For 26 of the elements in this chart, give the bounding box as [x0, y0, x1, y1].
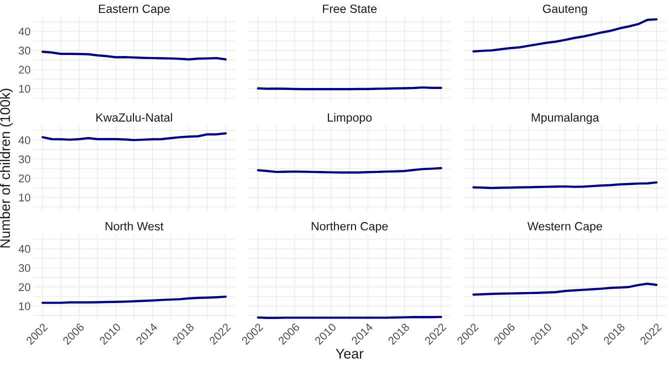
- chart-title: Mpumalanga: [532, 113, 600, 124]
- y-tick-label: 10: [19, 84, 30, 93]
- chart-title: KwaZulu-Natal: [96, 113, 172, 122]
- chart-title: Free State: [322, 4, 377, 13]
- y-tick-label: 30: [18, 264, 30, 272]
- line-series: [41, 132, 227, 142]
- chart-title: Limpopo: [328, 113, 372, 124]
- chart-title: Gauteng: [542, 4, 587, 16]
- y-tick-label: 20: [18, 174, 30, 182]
- y-tick-label: 40: [18, 245, 30, 253]
- y-tick-label: 20: [18, 66, 30, 74]
- y-tick-label: 30: [18, 46, 30, 55]
- y-axis-title: Number of children (100k): [0, 88, 13, 248]
- chart-title: North West: [106, 222, 164, 230]
- x-axis-title: Year: [336, 348, 364, 359]
- line-series: [41, 296, 227, 304]
- y-tick-label: 10: [19, 302, 30, 310]
- y-tick-label: 20: [18, 283, 30, 292]
- y-tick-label: 40: [18, 136, 30, 144]
- y-tick-label: 40: [18, 28, 30, 36]
- y-tick-label: 30: [18, 155, 30, 164]
- chart-title: Northern Cape: [312, 222, 388, 233]
- chart-title: Eastern Cape: [98, 4, 170, 16]
- y-tick-label: 10: [19, 194, 30, 202]
- chart-title: Western Cape: [527, 222, 602, 233]
- line-series: [41, 50, 227, 60]
